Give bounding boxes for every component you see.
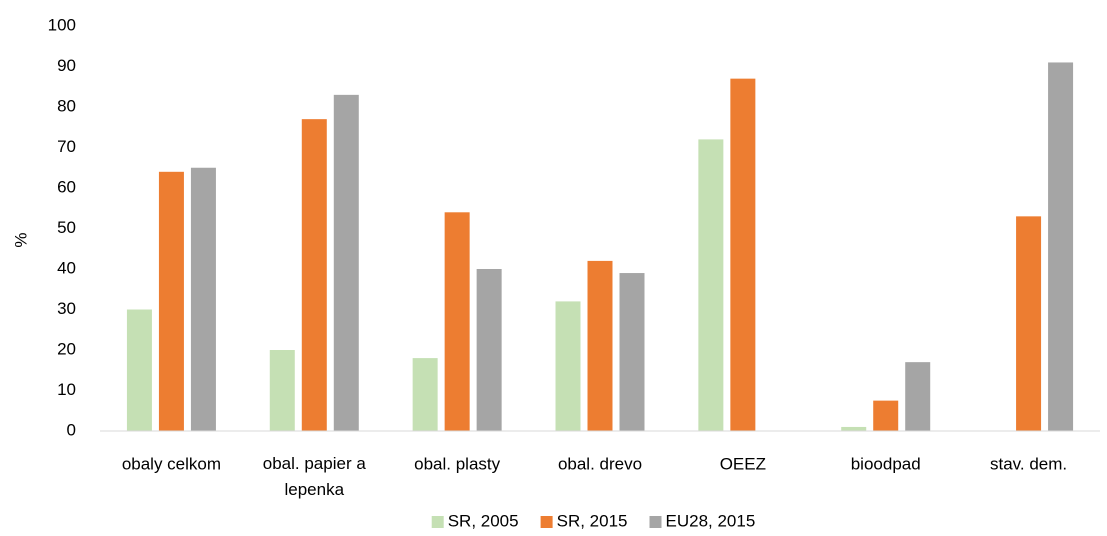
y-tick-label: 70 xyxy=(57,137,76,156)
bar xyxy=(269,350,295,431)
y-tick-label: 30 xyxy=(57,299,76,318)
bar xyxy=(444,212,470,431)
legend-swatch xyxy=(540,516,553,528)
bar xyxy=(158,171,184,432)
bar xyxy=(873,400,899,431)
bar xyxy=(476,269,502,431)
x-tick-label: obal. papier a lepenka xyxy=(263,454,367,499)
bar xyxy=(587,260,613,431)
bar xyxy=(841,426,867,431)
legend: SR, 2005 SR, 2015 EU28, 2015 xyxy=(431,511,755,530)
bar xyxy=(730,78,756,432)
y-tick-label: 100 xyxy=(48,15,76,34)
legend-label: SR, 2005 xyxy=(448,511,519,530)
bar xyxy=(412,358,438,431)
bar xyxy=(126,309,152,431)
bar xyxy=(1048,62,1074,431)
bar xyxy=(619,273,645,431)
bar xyxy=(905,362,931,431)
x-tick-label: obal. drevo xyxy=(558,454,642,473)
y-tick-label: 0 xyxy=(67,420,76,439)
bar xyxy=(190,167,216,431)
legend-swatch xyxy=(649,516,662,528)
y-tick-label: 50 xyxy=(57,218,76,237)
x-tick-label-line: lepenka xyxy=(285,480,345,499)
bar xyxy=(555,301,581,431)
y-tick-label: 10 xyxy=(57,380,76,399)
y-tick-label: 20 xyxy=(57,339,76,358)
y-tick-label: 80 xyxy=(57,96,76,115)
x-tick-label: obal. plasty xyxy=(414,454,500,473)
bar xyxy=(301,119,327,432)
y-axis-label: % xyxy=(11,232,30,247)
x-tick-label: bioodpad xyxy=(851,454,921,473)
bar xyxy=(698,139,724,431)
x-tick-label: stav. dem. xyxy=(990,454,1067,473)
legend-label: SR, 2015 xyxy=(557,511,628,530)
y-tick-label: 40 xyxy=(57,258,76,277)
legend-swatch xyxy=(431,516,444,528)
y-tick-label: 90 xyxy=(57,56,76,75)
x-tick-label: obaly celkom xyxy=(122,454,221,473)
bar xyxy=(1016,216,1042,431)
x-tick-label-line: obal. papier a xyxy=(263,454,367,473)
bar xyxy=(333,94,359,431)
x-tick-label: OEEZ xyxy=(720,454,766,473)
y-tick-label: 60 xyxy=(57,177,76,196)
legend-label: EU28, 2015 xyxy=(665,511,755,530)
